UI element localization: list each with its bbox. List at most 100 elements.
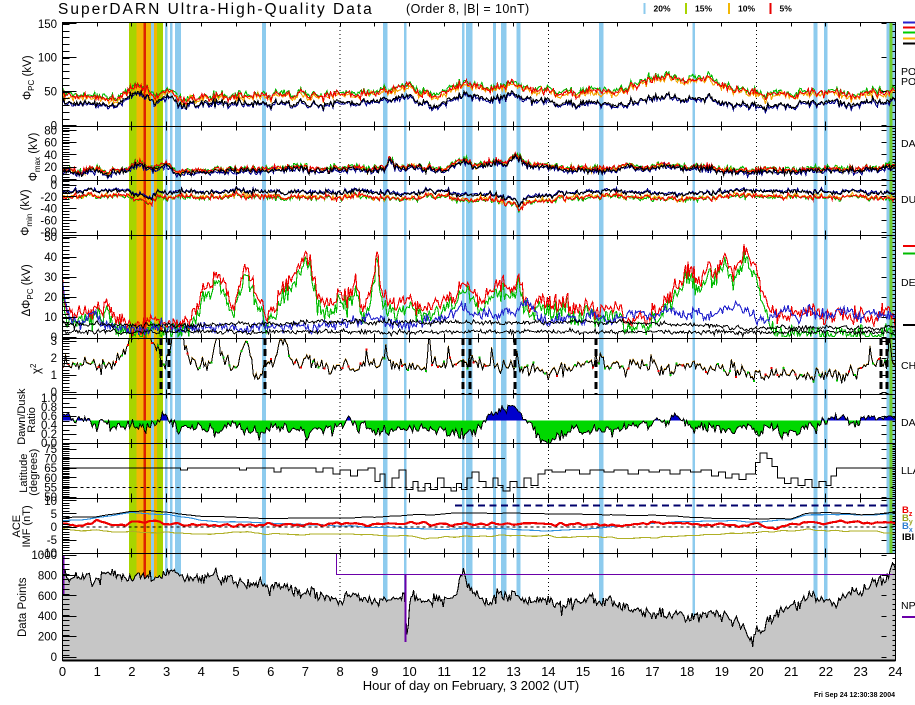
svg-text:0.8: 0.8 — [41, 402, 57, 414]
svg-text:ACE: ACE — [11, 515, 23, 538]
svg-text:800: 800 — [38, 570, 57, 582]
svg-text:Dawn/Dusk: Dawn/Dusk — [16, 388, 28, 445]
svg-text:17: 17 — [645, 664, 659, 679]
svg-text:0: 0 — [51, 174, 57, 186]
svg-text:5: 5 — [232, 664, 239, 679]
svg-text:7: 7 — [302, 664, 309, 679]
svg-text:0: 0 — [51, 652, 57, 664]
svg-text:DA: DA — [901, 417, 915, 429]
svg-text:NP: NP — [901, 600, 915, 612]
svg-text:30: 30 — [44, 272, 57, 284]
svg-text:60: 60 — [44, 473, 57, 485]
svg-text:1: 1 — [94, 664, 101, 679]
svg-text:0: 0 — [59, 664, 66, 679]
svg-text:(Order 8, |B| = 10nT): (Order 8, |B| = 10nT) — [406, 2, 530, 16]
svg-text:50: 50 — [44, 492, 57, 504]
svg-text:3: 3 — [51, 336, 57, 348]
svg-text:-60: -60 — [40, 215, 57, 227]
svg-text:23: 23 — [853, 664, 867, 679]
svg-text:21: 21 — [784, 664, 798, 679]
svg-text:0: 0 — [51, 121, 57, 133]
svg-text:12: 12 — [472, 664, 486, 679]
svg-text:50: 50 — [44, 87, 57, 99]
svg-text:DAW: DAW — [901, 138, 915, 150]
svg-text:Bx: Bx — [902, 521, 913, 534]
svg-text:1.0: 1.0 — [41, 393, 57, 405]
svg-text:-20: -20 — [40, 192, 57, 204]
svg-text:2: 2 — [128, 664, 135, 679]
svg-text:6: 6 — [267, 664, 274, 679]
svg-text:4: 4 — [198, 664, 205, 679]
svg-text:Φmax (kV): Φmax (kV) — [28, 132, 42, 181]
svg-text:Latitude: Latitude — [18, 454, 30, 493]
svg-text:0: 0 — [51, 332, 57, 344]
svg-text:LLA: LLA — [901, 465, 915, 477]
svg-text:Φmin (kV): Φmin (kV) — [20, 189, 34, 236]
svg-text:2: 2 — [51, 353, 57, 365]
svg-text:5: 5 — [51, 509, 57, 521]
svg-text:0.6: 0.6 — [41, 411, 57, 423]
svg-text:10: 10 — [44, 312, 57, 324]
svg-text:PO: PO — [901, 66, 915, 78]
svg-text:150: 150 — [38, 19, 57, 31]
svg-text:24: 24 — [888, 664, 902, 679]
svg-text:13: 13 — [506, 664, 520, 679]
svg-text:IMF (nT): IMF (nT) — [21, 505, 33, 547]
svg-text:10: 10 — [402, 664, 416, 679]
svg-text:Hour of day on February, 3 200: Hour of day on February, 3 2002 (UT) — [363, 678, 580, 693]
svg-text:8: 8 — [336, 664, 343, 679]
svg-text:Fri Sep 24 12:30:38 2004: Fri Sep 24 12:30:38 2004 — [814, 692, 895, 699]
svg-text:40: 40 — [44, 150, 57, 162]
svg-text:-40: -40 — [40, 204, 57, 216]
svg-text:CH: CH — [901, 360, 915, 372]
svg-text:-5: -5 — [47, 535, 57, 547]
svg-text:18: 18 — [680, 664, 694, 679]
svg-text:75: 75 — [44, 444, 57, 456]
svg-text:200: 200 — [38, 632, 57, 644]
svg-text:22: 22 — [819, 664, 833, 679]
svg-text:5%: 5% — [780, 4, 793, 14]
svg-text:1: 1 — [51, 370, 57, 382]
svg-text:15%: 15% — [695, 4, 712, 14]
svg-text:ΔΦPC (kV): ΔΦPC (kV) — [21, 264, 35, 316]
svg-text:PO: PO — [901, 76, 915, 88]
svg-text:100: 100 — [38, 53, 57, 65]
svg-text:10%: 10% — [738, 4, 755, 14]
svg-text:Ratio: Ratio — [26, 407, 38, 433]
svg-text:20%: 20% — [654, 4, 671, 14]
svg-text:10: 10 — [44, 496, 57, 508]
svg-text:0: 0 — [51, 387, 57, 399]
svg-text:SuperDARN Ultra-High-Quality D: SuperDARN Ultra-High-Quality Data — [58, 1, 374, 18]
svg-text:70: 70 — [44, 454, 57, 466]
svg-text:20: 20 — [44, 162, 57, 174]
svg-text:0.4: 0.4 — [41, 420, 58, 432]
svg-text:Data Points: Data Points — [17, 577, 29, 637]
svg-text:600: 600 — [38, 591, 57, 603]
svg-text:0.2: 0.2 — [41, 429, 57, 441]
svg-text:0: 0 — [51, 522, 57, 534]
svg-text:DE: DE — [901, 277, 915, 289]
svg-text:20: 20 — [749, 664, 763, 679]
svg-text:20: 20 — [44, 292, 57, 304]
svg-text:19: 19 — [715, 664, 729, 679]
svg-text:DUS: DUS — [901, 194, 915, 206]
svg-text:By: By — [902, 513, 913, 526]
svg-text:16: 16 — [610, 664, 624, 679]
svg-text:Bz: Bz — [902, 505, 913, 518]
svg-text:15: 15 — [576, 664, 590, 679]
svg-text:60: 60 — [44, 138, 57, 150]
svg-text:55: 55 — [44, 482, 57, 494]
svg-text:0: 0 — [51, 180, 57, 192]
svg-text:50: 50 — [44, 232, 57, 244]
svg-text:-80: -80 — [40, 227, 57, 239]
svg-text:1000: 1000 — [31, 550, 57, 562]
svg-text:65: 65 — [44, 463, 57, 475]
svg-text:9: 9 — [371, 664, 378, 679]
svg-text:40: 40 — [44, 252, 57, 264]
svg-text:ΦPC (kV): ΦPC (kV) — [22, 55, 36, 100]
svg-text:IBI: IBI — [902, 532, 914, 543]
svg-text:0.0: 0.0 — [41, 438, 57, 450]
svg-text:3: 3 — [163, 664, 170, 679]
svg-text:11: 11 — [437, 664, 451, 679]
svg-text:14: 14 — [541, 664, 555, 679]
